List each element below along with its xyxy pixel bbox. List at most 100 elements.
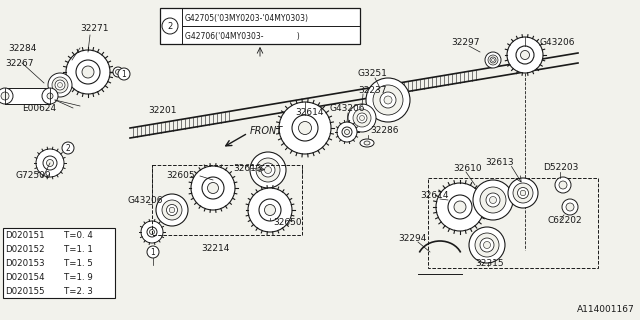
Circle shape [480, 187, 506, 213]
Circle shape [520, 190, 525, 196]
Circle shape [62, 142, 74, 154]
Circle shape [559, 181, 567, 189]
Circle shape [0, 88, 13, 104]
Text: 32284: 32284 [8, 44, 36, 52]
Circle shape [47, 93, 53, 99]
Text: T=0. 4: T=0. 4 [64, 230, 93, 239]
Circle shape [469, 227, 505, 263]
Text: D020153: D020153 [5, 259, 45, 268]
Circle shape [76, 60, 100, 84]
Circle shape [207, 182, 218, 194]
Text: G43206: G43206 [539, 37, 575, 46]
Circle shape [353, 109, 371, 127]
Bar [160, 8, 360, 44]
Text: T=2. 3: T=2. 3 [64, 286, 93, 295]
Circle shape [436, 183, 484, 231]
Circle shape [162, 18, 178, 34]
Circle shape [518, 188, 529, 198]
Circle shape [516, 46, 534, 64]
Circle shape [256, 158, 280, 182]
Circle shape [141, 221, 163, 243]
Circle shape [507, 37, 543, 73]
Circle shape [264, 166, 271, 173]
Text: 2: 2 [66, 143, 70, 153]
Circle shape [42, 88, 58, 104]
Text: 32297: 32297 [451, 37, 479, 46]
Text: G42706('04MY0303-              ): G42706('04MY0303- ) [185, 31, 300, 41]
Circle shape [279, 102, 331, 154]
Bar [428, 178, 598, 268]
Text: 32605: 32605 [166, 171, 195, 180]
Circle shape [162, 200, 182, 220]
Circle shape [448, 195, 472, 219]
Text: 32267: 32267 [5, 59, 33, 68]
Circle shape [47, 159, 54, 166]
Text: D52203: D52203 [543, 163, 579, 172]
Text: 32294: 32294 [398, 234, 426, 243]
Text: G43206: G43206 [128, 196, 163, 204]
Circle shape [118, 68, 130, 80]
Circle shape [36, 149, 64, 177]
Text: 32613: 32613 [233, 164, 262, 172]
Text: 32315: 32315 [475, 259, 504, 268]
Circle shape [147, 246, 159, 258]
Circle shape [566, 203, 574, 211]
Circle shape [562, 199, 578, 215]
Circle shape [82, 66, 94, 78]
Text: G72509: G72509 [15, 171, 51, 180]
Circle shape [373, 85, 403, 115]
Text: 32286: 32286 [370, 125, 399, 134]
Circle shape [147, 227, 157, 237]
Circle shape [292, 115, 318, 141]
Circle shape [344, 130, 349, 134]
Text: D020151: D020151 [5, 230, 45, 239]
Circle shape [508, 178, 538, 208]
Bar [152, 165, 302, 235]
Circle shape [454, 201, 466, 213]
Text: A114001167: A114001167 [577, 305, 635, 314]
Circle shape [513, 183, 533, 203]
Text: 32214: 32214 [201, 244, 229, 252]
Circle shape [366, 78, 410, 122]
Circle shape [259, 199, 281, 221]
Bar [5, 88, 50, 104]
Text: 32614: 32614 [295, 108, 323, 116]
Circle shape [555, 177, 571, 193]
Circle shape [384, 96, 392, 104]
Circle shape [490, 196, 497, 204]
Circle shape [250, 152, 286, 188]
Circle shape [264, 204, 275, 215]
Circle shape [248, 188, 292, 232]
Circle shape [342, 127, 352, 137]
Circle shape [486, 193, 500, 207]
Circle shape [113, 67, 123, 77]
Circle shape [490, 57, 496, 63]
Circle shape [488, 55, 498, 65]
Circle shape [55, 80, 65, 90]
Text: 32613: 32613 [485, 157, 514, 166]
Text: D020155: D020155 [5, 286, 45, 295]
Circle shape [298, 122, 312, 134]
Circle shape [191, 166, 235, 210]
Circle shape [473, 180, 513, 220]
Text: G3251: G3251 [358, 68, 388, 77]
Circle shape [357, 113, 367, 123]
Circle shape [520, 51, 529, 60]
Text: FRONT: FRONT [250, 126, 284, 136]
Circle shape [360, 116, 365, 121]
Text: 32650: 32650 [273, 218, 301, 227]
Circle shape [156, 194, 188, 226]
Text: D020152: D020152 [5, 244, 45, 253]
Circle shape [166, 204, 177, 215]
Circle shape [475, 233, 499, 257]
Text: 1: 1 [122, 69, 126, 78]
Text: T=1. 5: T=1. 5 [64, 259, 93, 268]
Text: 32201: 32201 [148, 106, 177, 115]
Text: E00624: E00624 [22, 103, 56, 113]
Text: C62202: C62202 [548, 215, 582, 225]
Text: T=1. 1: T=1. 1 [64, 244, 93, 253]
Text: 32610: 32610 [453, 164, 482, 172]
Circle shape [202, 177, 224, 199]
Bar [3, 228, 115, 298]
Circle shape [1, 92, 9, 100]
